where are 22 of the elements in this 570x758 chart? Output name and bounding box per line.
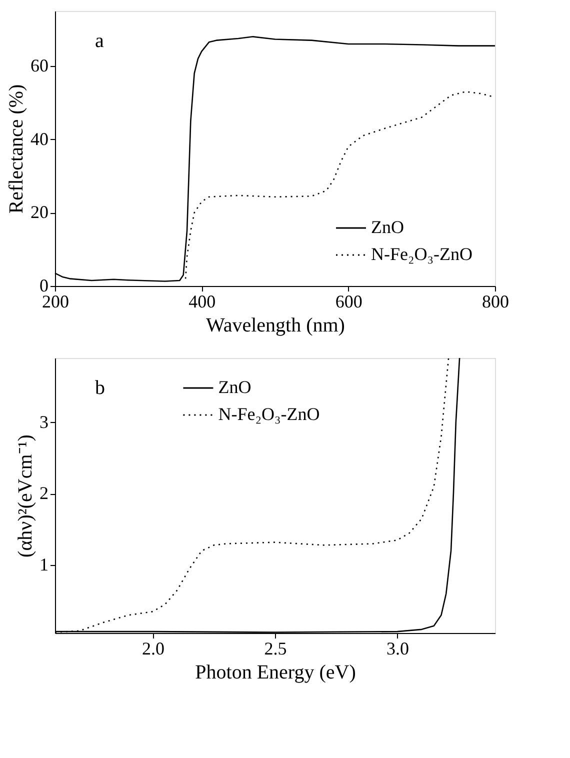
annotation: a	[95, 30, 104, 52]
y-axis-title: (αhν)²(eVcm⁻¹)	[14, 434, 36, 558]
x-axis-title: Wavelength (nm)	[206, 314, 345, 336]
y-tick-label: 20	[30, 202, 48, 222]
x-tick-label: 2.0	[142, 638, 165, 658]
legend-label: N-Fe₂O₃-ZnO	[371, 244, 473, 264]
legend-label: ZnO	[218, 377, 252, 397]
x-axis-title: Photon Energy (eV)	[195, 662, 356, 684]
y-tick-label: 2	[40, 483, 48, 504]
y-axis-title: Reflectance (%)	[6, 84, 28, 214]
x-tick-label: 800	[482, 292, 509, 312]
x-tick-label: 3.0	[386, 638, 409, 658]
legend-label: N-Fe₂O₃-ZnO	[218, 404, 320, 424]
y-tick-label: 60	[30, 56, 48, 76]
legend-label: ZnO	[371, 217, 404, 237]
x-tick-label: 2.5	[264, 638, 287, 658]
y-tick-label: 1	[40, 554, 48, 575]
y-tick-label: 3	[40, 412, 48, 432]
x-tick-label: 400	[188, 292, 216, 312]
y-tick-label: 40	[30, 128, 48, 149]
x-tick-label: 600	[335, 292, 362, 312]
annotation: b	[95, 377, 105, 399]
